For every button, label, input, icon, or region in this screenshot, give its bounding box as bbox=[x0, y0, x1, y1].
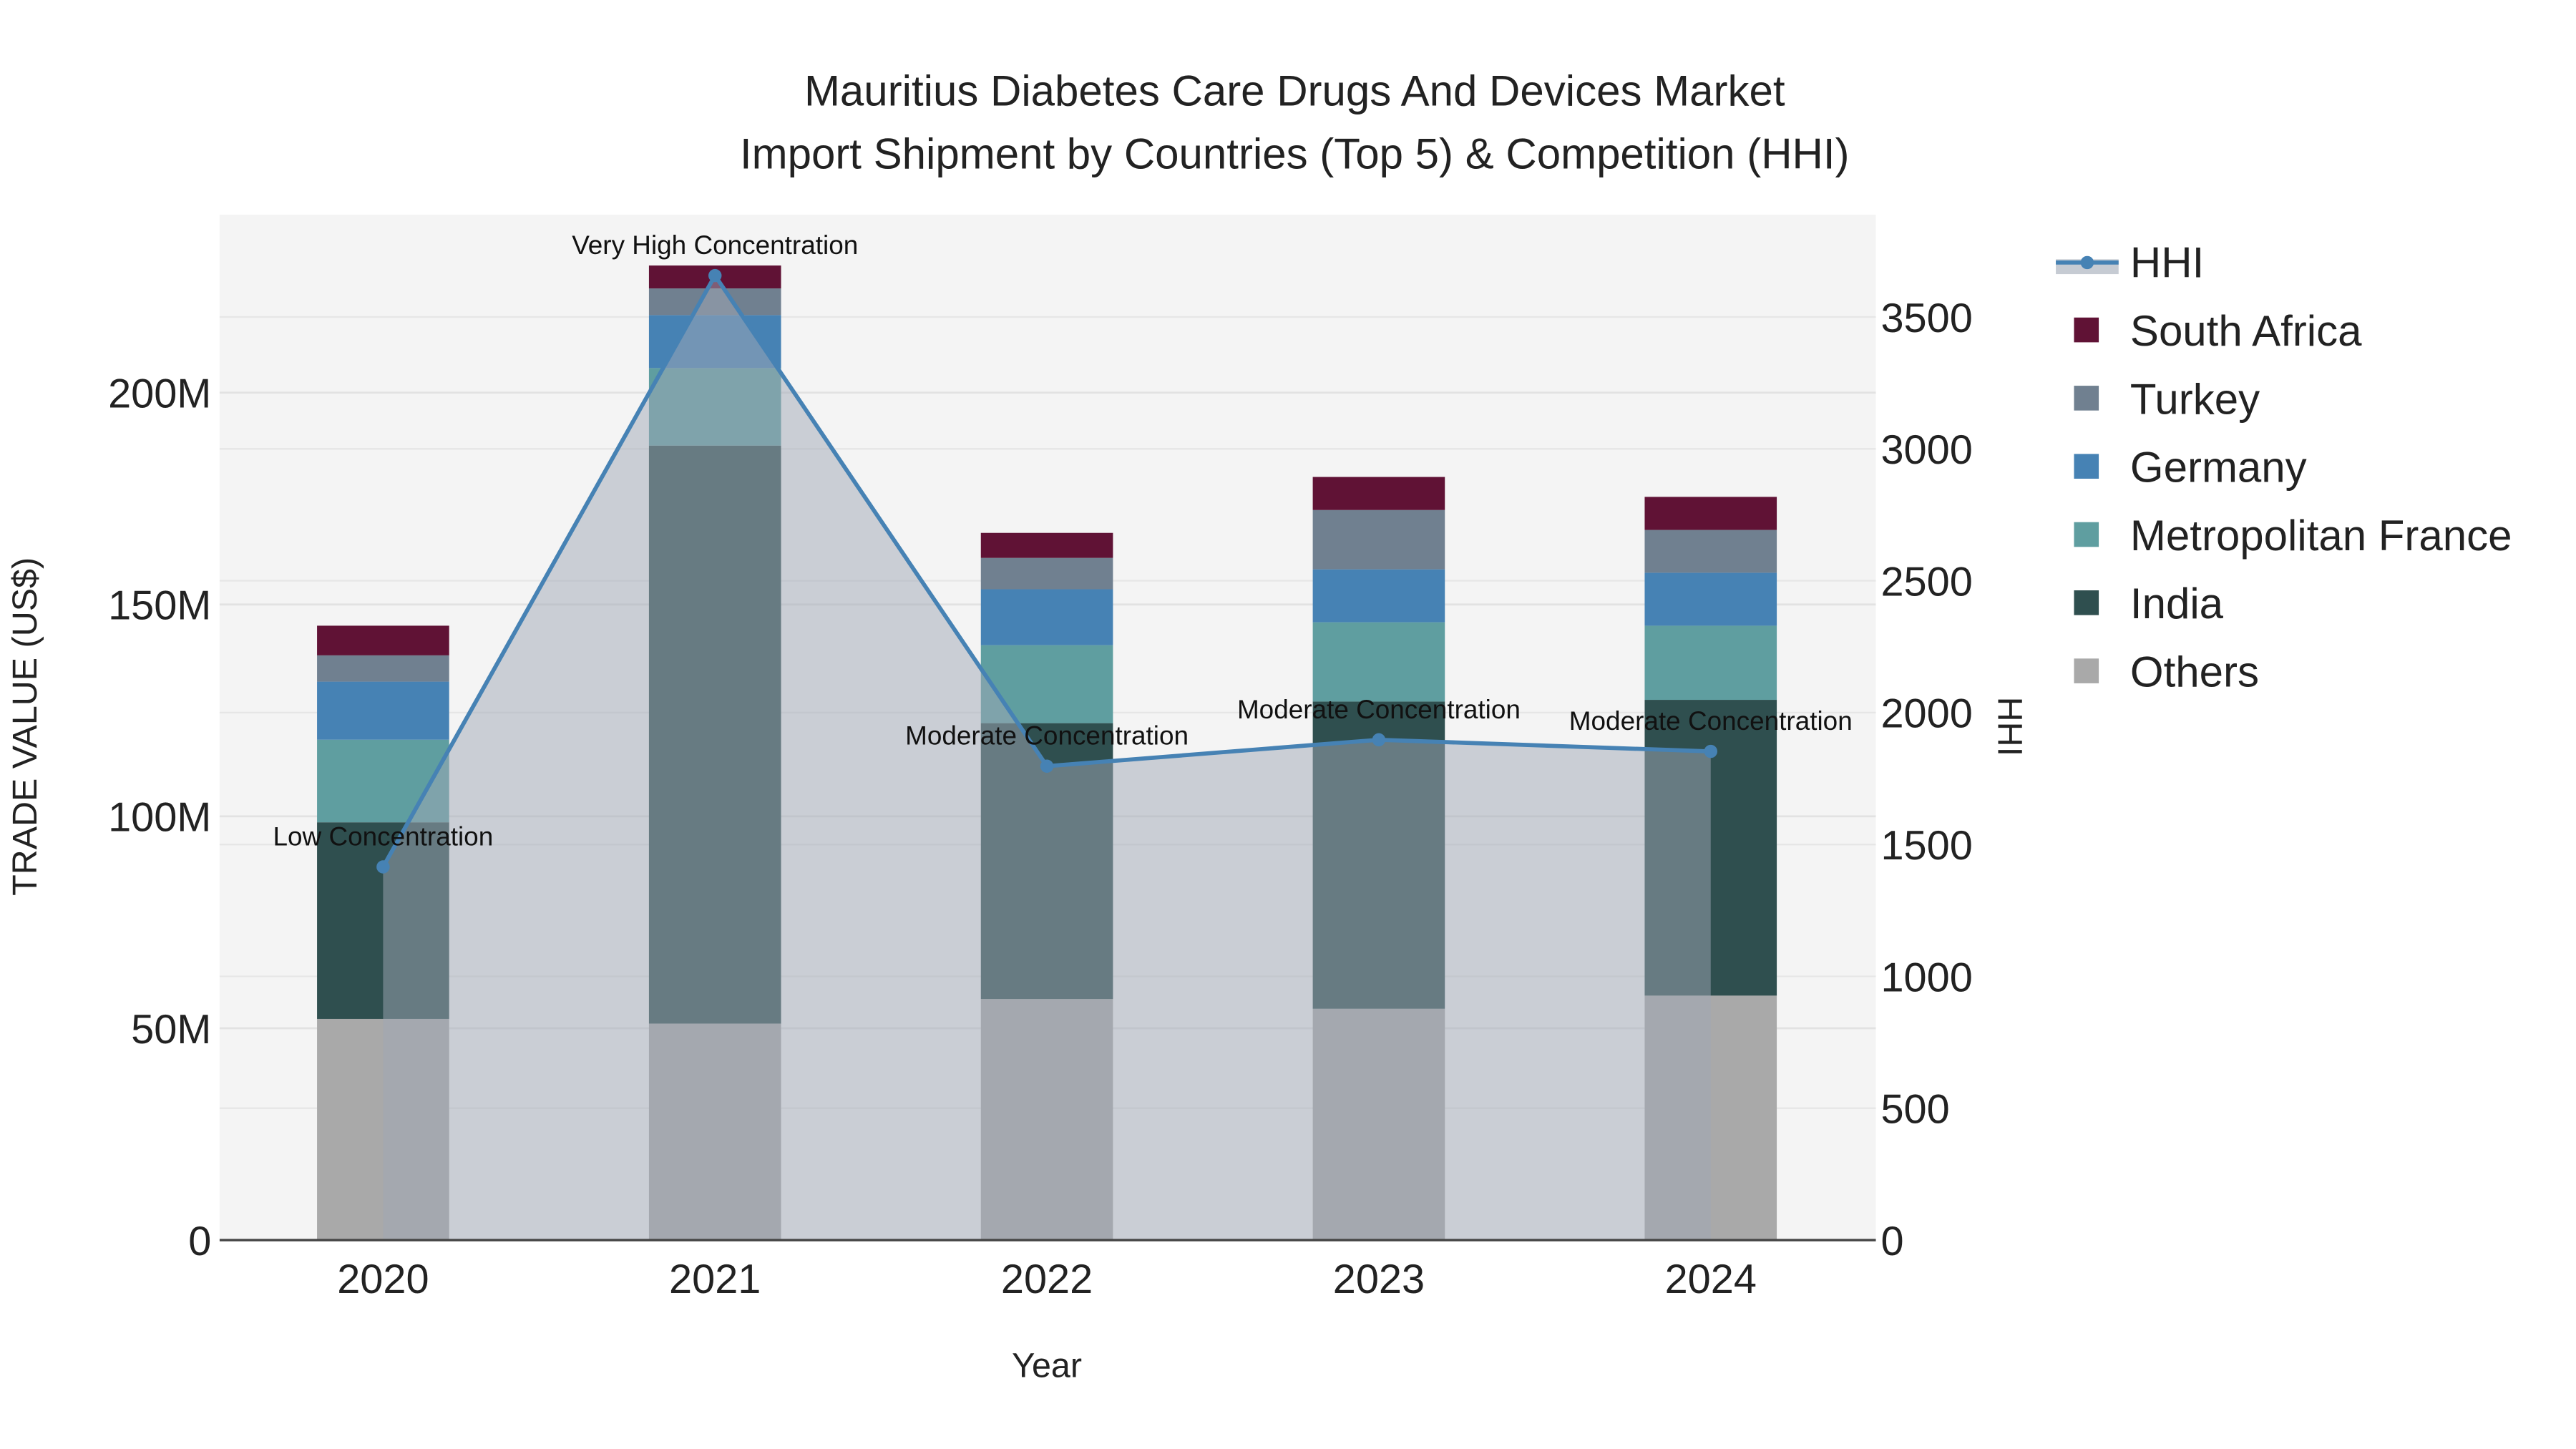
legend-swatch-metropolitan-france bbox=[2074, 522, 2099, 547]
x-axis-title: Year bbox=[1012, 1347, 1082, 1385]
legend-swatch-india bbox=[2074, 590, 2099, 615]
y-tick-label: 200M bbox=[108, 371, 211, 416]
hhi-point-2021 bbox=[708, 268, 722, 283]
y-tick-label: 150M bbox=[108, 583, 211, 629]
bar-metropolitan-france-2023 bbox=[1312, 622, 1445, 702]
x-tick-label: 2021 bbox=[669, 1257, 761, 1302]
bar-south-africa-2020 bbox=[317, 625, 449, 655]
hhi-annotation: Low Concentration bbox=[273, 822, 494, 852]
legend-swatch-germany bbox=[2074, 454, 2099, 479]
chart-subtitle: Import Shipment by Countries (Top 5) & C… bbox=[740, 130, 1850, 177]
hhi-annotation: Very High Concentration bbox=[572, 230, 858, 260]
legend: HHI South Africa Turkey Germany Metropolitan… bbox=[2056, 239, 2512, 696]
hhi-area bbox=[383, 275, 1711, 1241]
hhi-annotation: Moderate Concentration bbox=[905, 721, 1189, 751]
y-tick-label: 0 bbox=[188, 1219, 211, 1264]
y2-tick-label: 1000 bbox=[1880, 955, 1972, 1000]
legend-swatch-turkey bbox=[2074, 386, 2099, 411]
legend-label-metropolitan-france: Metropolitan France bbox=[2130, 512, 2512, 560]
bar-germany-2023 bbox=[1312, 569, 1445, 623]
bar-turkey-2024 bbox=[1644, 530, 1777, 573]
hhi-annotation: Moderate Concentration bbox=[1569, 706, 1853, 736]
bar-turkey-2020 bbox=[317, 655, 449, 682]
bar-south-africa-2024 bbox=[1644, 497, 1777, 530]
hhi-annotation: Moderate Concentration bbox=[1237, 695, 1521, 724]
axes: 0 50M 100M 150M 200M 0 500 1000 1500 2000 2500 3000… bbox=[108, 296, 1973, 1302]
bar-germany-2024 bbox=[1644, 572, 1777, 626]
y2-tick-label: 2000 bbox=[1880, 691, 1972, 737]
y2-tick-label: 0 bbox=[1880, 1219, 1903, 1264]
hhi-point-2020 bbox=[376, 860, 390, 874]
x-tick-label: 2020 bbox=[337, 1257, 429, 1302]
bar-turkey-2022 bbox=[980, 557, 1113, 590]
x-tick-label: 2023 bbox=[1333, 1257, 1425, 1302]
legend-label-india: India bbox=[2130, 580, 2224, 628]
y2-axis-title: HHI bbox=[1990, 697, 2029, 756]
y-tick-label: 100M bbox=[108, 795, 211, 841]
bar-south-africa-2022 bbox=[980, 532, 1113, 558]
y2-tick-label: 500 bbox=[1880, 1087, 1949, 1133]
legend-swatch-south-africa bbox=[2074, 317, 2099, 343]
legend-label-south-africa: South Africa bbox=[2130, 307, 2362, 355]
hhi-point-2024 bbox=[1704, 744, 1717, 758]
legend-swatch-hhi-marker bbox=[2080, 255, 2094, 270]
y-axis-title: TRADE VALUE (US$) bbox=[6, 557, 44, 896]
bar-turkey-2023 bbox=[1312, 509, 1445, 570]
y2-tick-label: 3500 bbox=[1880, 296, 1972, 341]
y2-tick-label: 2500 bbox=[1880, 559, 1972, 605]
hhi-point-2022 bbox=[1040, 759, 1054, 773]
bar-germany-2020 bbox=[317, 681, 449, 740]
legend-label-hhi: HHI bbox=[2130, 239, 2204, 287]
bar-germany-2022 bbox=[980, 589, 1113, 645]
bar-metropolitan-france-2024 bbox=[1644, 625, 1777, 701]
y2-tick-label: 3000 bbox=[1880, 427, 1972, 473]
bar-south-africa-2023 bbox=[1312, 477, 1445, 510]
legend-swatch-others bbox=[2074, 658, 2099, 683]
y2-tick-label: 1500 bbox=[1880, 823, 1972, 869]
chart-title: Mauritius Diabetes Care Drugs And Device… bbox=[804, 67, 1785, 115]
y-tick-label: 50M bbox=[131, 1007, 211, 1053]
legend-label-germany: Germany bbox=[2130, 444, 2307, 492]
x-tick-label: 2022 bbox=[1001, 1257, 1093, 1302]
legend-label-others: Others bbox=[2130, 648, 2259, 696]
legend-label-turkey: Turkey bbox=[2130, 375, 2260, 423]
hhi-series: Low Concentration Very High Concentration… bbox=[273, 230, 1853, 1241]
hhi-point-2023 bbox=[1372, 733, 1386, 747]
x-tick-label: 2024 bbox=[1665, 1257, 1757, 1302]
